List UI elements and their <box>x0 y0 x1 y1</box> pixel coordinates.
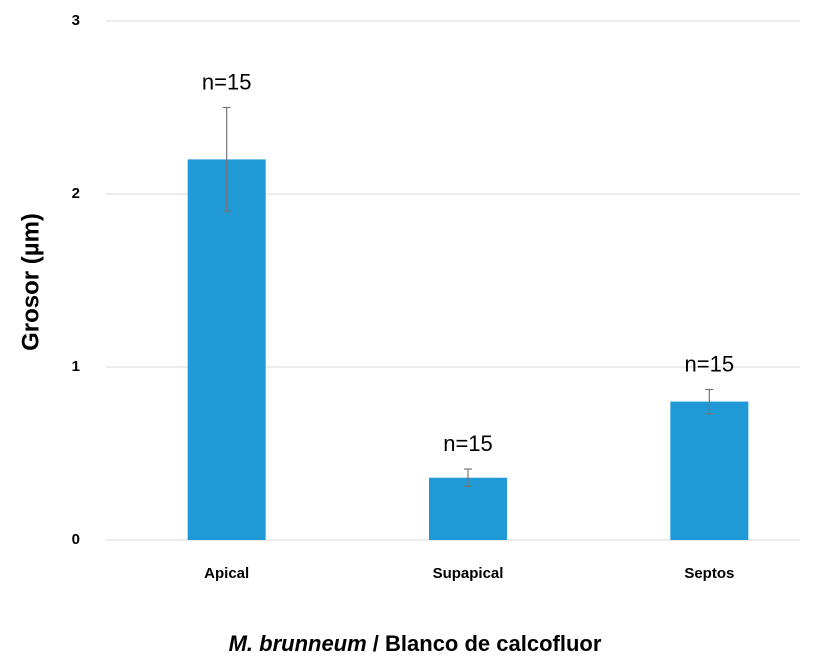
x-axis-label-species: M. brunneum <box>229 631 367 656</box>
y-axis-label: Grosor (µm) <box>17 213 44 351</box>
x-axis-label-rest: / Blanco de calcofluor <box>367 631 602 656</box>
bar <box>187 159 266 540</box>
x-tick-label: Septos <box>684 565 734 582</box>
annotation: n=15 <box>443 431 493 456</box>
annotation: n=15 <box>685 351 735 376</box>
annotation: n=15 <box>202 69 252 94</box>
y-tick-label: 2 <box>72 185 80 202</box>
y-tick-label: 1 <box>72 358 80 375</box>
y-tick-label: 3 <box>72 12 80 29</box>
bar <box>429 477 507 540</box>
x-tick-label: Supapical <box>433 565 504 582</box>
y-tick-label: 0 <box>72 531 80 548</box>
x-axis-label: M. brunneum / Blanco de calcofluor <box>229 631 602 656</box>
x-tick-label: Apical <box>204 565 249 582</box>
bar <box>670 401 749 540</box>
